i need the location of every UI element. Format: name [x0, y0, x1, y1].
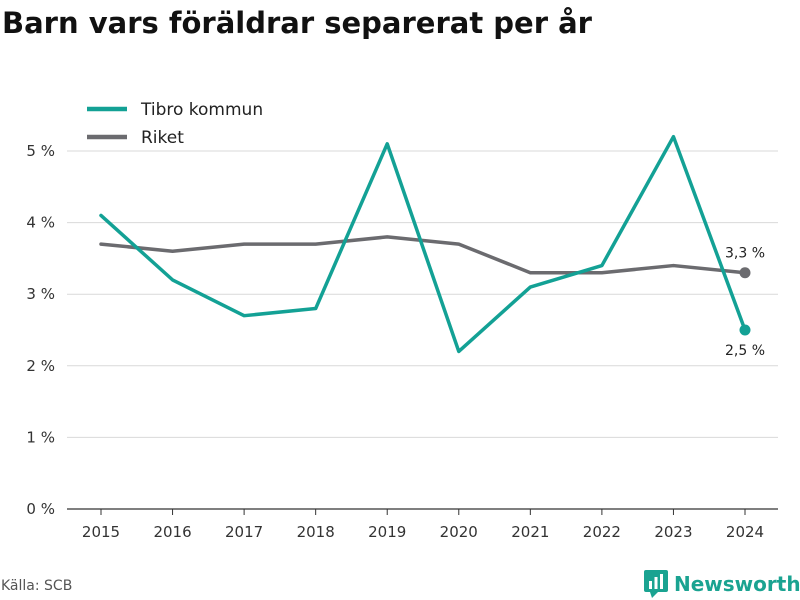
y-tick-label: 0 % — [26, 500, 55, 518]
source-note: Källa: SCB — [1, 578, 73, 594]
newsworthy-logo: Newsworthy — [644, 569, 800, 599]
series-line — [99, 235, 747, 275]
x-tick-label: 2021 — [511, 523, 549, 541]
y-tick-label: 4 % — [26, 214, 55, 232]
x-tick-label: 2023 — [654, 523, 692, 541]
data-label: 3,3 % — [725, 246, 765, 262]
y-tick-label: 2 % — [26, 357, 55, 375]
data-label: 2,5 % — [725, 343, 765, 359]
y-tick-label: 5 % — [26, 142, 55, 160]
x-tick-label: 2016 — [153, 523, 191, 541]
x-tick-label: 2018 — [297, 523, 335, 541]
series-line — [99, 134, 747, 354]
x-tick-label: 2019 — [368, 523, 406, 541]
y-tick-label: 1 % — [26, 428, 55, 446]
line-chart: 0 % 1 % 2 % 3 % 4 % 5 % 2015 2016 2017 2018 2019 20… — [26, 100, 778, 541]
brand-name: Newsworthy — [674, 572, 800, 596]
x-tick-label: 2015 — [82, 523, 120, 541]
newsworthy-logo-icon — [644, 570, 668, 598]
series-end-point — [739, 267, 751, 279]
x-tick-label: 2017 — [225, 523, 263, 541]
series-end-point — [739, 324, 751, 336]
y-tick-label: 3 % — [26, 285, 55, 303]
legend-label: Tibro kommun — [140, 100, 263, 120]
chart-title: Barn vars föräldrar separerat per år — [2, 6, 592, 40]
x-tick-label: 2020 — [440, 523, 478, 541]
x-tick-label: 2022 — [583, 523, 621, 541]
legend-label: Riket — [141, 128, 184, 148]
x-tick-label: 2024 — [726, 523, 764, 541]
